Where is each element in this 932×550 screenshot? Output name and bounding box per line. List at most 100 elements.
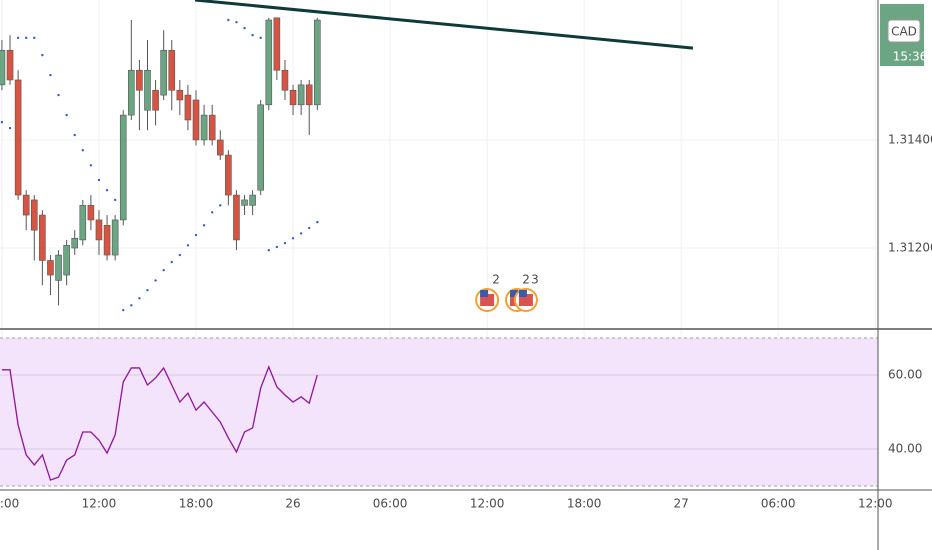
candle-body xyxy=(297,84,305,106)
sar-dot xyxy=(227,18,230,22)
candle-body xyxy=(55,254,62,281)
candle-body xyxy=(200,114,208,141)
candle-body xyxy=(305,84,313,106)
flag-canton xyxy=(480,290,489,297)
rsi-line xyxy=(1,365,318,481)
sar-dot xyxy=(291,237,295,240)
candle-body xyxy=(119,114,127,221)
countdown-label: 15:36 xyxy=(893,50,928,64)
event-label: 3 xyxy=(531,273,539,287)
sar-dot xyxy=(49,73,52,77)
event-label: 2 xyxy=(492,273,500,287)
candle-body xyxy=(79,205,87,241)
currency-box xyxy=(887,19,921,43)
sar-dot xyxy=(105,189,109,192)
x-tick-label: 27 xyxy=(674,497,689,511)
sar-dot xyxy=(41,53,44,57)
sar-dot xyxy=(235,20,238,24)
sar-dot xyxy=(73,133,76,137)
candle-body xyxy=(249,194,256,206)
candle-body xyxy=(233,194,240,241)
pane xyxy=(0,337,878,487)
candle-body xyxy=(103,225,111,256)
candle-body xyxy=(289,89,297,106)
candle-body xyxy=(273,17,281,71)
x-tick-label: 06:00 xyxy=(373,497,408,511)
rsi-band xyxy=(0,337,878,487)
sar-dot xyxy=(259,36,262,40)
sar-dot xyxy=(8,126,12,130)
x-tick-label: 06:00 xyxy=(0,497,19,511)
sar-dot xyxy=(283,241,287,245)
x-tick-label: 12:00 xyxy=(82,497,117,511)
sar-dot xyxy=(316,220,319,224)
sar-dot xyxy=(97,178,101,182)
x-tick-label: 12:00 xyxy=(470,497,505,511)
sar-dot xyxy=(24,36,28,40)
flag-canton xyxy=(510,290,519,297)
x-tick-label: 06:00 xyxy=(761,497,796,511)
candle-body xyxy=(71,237,79,249)
candle-body xyxy=(265,19,273,106)
sar-dot xyxy=(113,198,117,202)
flag-canton xyxy=(518,290,527,297)
sar-dot xyxy=(33,36,36,40)
sar-dot xyxy=(146,288,149,292)
candle-body xyxy=(39,214,46,261)
sar-dot xyxy=(130,304,133,307)
sar-dot xyxy=(16,36,20,40)
candle-body xyxy=(95,219,103,241)
currency-label: CAD xyxy=(891,25,917,39)
y-tick-label: 60.00 xyxy=(888,367,922,381)
sar-dot xyxy=(89,164,93,167)
candle-body xyxy=(216,139,224,156)
sar-dot xyxy=(299,232,303,235)
sar-dot xyxy=(138,297,141,300)
event-label: 2 xyxy=(522,273,530,287)
trend-line xyxy=(194,0,694,50)
x-tick-label: 18:00 xyxy=(567,497,602,511)
sar-dot xyxy=(65,113,68,117)
candle-body xyxy=(63,245,70,276)
candle-body xyxy=(192,99,200,141)
x-tick-label: 18:00 xyxy=(179,497,214,511)
candle-body xyxy=(152,89,159,111)
candle-body xyxy=(6,49,14,81)
sar-dot xyxy=(186,244,190,247)
candle-body xyxy=(128,69,135,116)
sar-dot xyxy=(162,268,165,272)
candle-body xyxy=(0,49,6,86)
sar-dot xyxy=(81,149,85,152)
candle-body xyxy=(241,199,248,206)
candle-body xyxy=(111,219,119,256)
candle-body xyxy=(30,199,38,231)
candle-body xyxy=(87,205,95,221)
x-tick-label: 12:00 xyxy=(858,497,893,511)
sar-dot xyxy=(0,120,4,124)
candle-body xyxy=(168,49,176,91)
candle-body xyxy=(257,104,264,191)
candle-body xyxy=(314,19,321,106)
sar-dot xyxy=(194,233,198,237)
sar-dot xyxy=(170,260,173,264)
y-tick-label: 40.00 xyxy=(888,442,922,456)
candle-body xyxy=(47,260,54,276)
sar-dot xyxy=(275,245,279,249)
sar-dot xyxy=(122,308,125,312)
candle-body xyxy=(136,69,143,91)
sar-dot xyxy=(202,224,206,227)
y-tick-label: 1.31400 xyxy=(888,132,932,146)
y-tick-label: 1.31200 xyxy=(888,241,932,255)
candle-body xyxy=(14,79,22,196)
sar-dot xyxy=(154,279,157,282)
candle-body xyxy=(281,69,289,91)
candle-body xyxy=(160,49,167,96)
sar-dot xyxy=(308,226,311,230)
candle-body xyxy=(144,69,151,111)
x-tick-label: 26 xyxy=(285,497,300,511)
sar-dot xyxy=(178,253,182,257)
candle-body xyxy=(208,114,216,141)
candle-body xyxy=(184,94,192,121)
